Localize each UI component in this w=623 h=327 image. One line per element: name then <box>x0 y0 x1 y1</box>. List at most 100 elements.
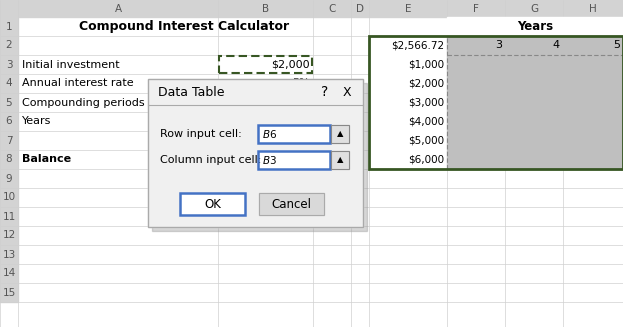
Text: 2: 2 <box>6 41 12 50</box>
Bar <box>259 193 324 215</box>
Bar <box>0 36 18 55</box>
Bar <box>0 17 18 36</box>
Text: 1: 1 <box>6 22 12 31</box>
Bar <box>369 74 447 93</box>
Bar <box>369 150 447 169</box>
Text: $6,000: $6,000 <box>408 154 444 164</box>
Bar <box>180 193 245 215</box>
Bar <box>369 112 447 131</box>
Bar <box>258 125 330 143</box>
Bar <box>369 36 447 55</box>
Bar <box>219 113 312 130</box>
Bar <box>505 36 563 55</box>
Text: $3,000: $3,000 <box>408 97 444 108</box>
Text: 10: 10 <box>2 193 16 202</box>
Bar <box>0 150 18 169</box>
Bar <box>0 207 18 226</box>
Text: 6: 6 <box>6 116 12 127</box>
Bar <box>331 125 349 143</box>
Text: Balance: Balance <box>22 154 71 164</box>
Bar <box>0 169 18 188</box>
Bar <box>447 36 505 55</box>
Text: Cancel: Cancel <box>272 198 312 211</box>
Text: Compound Interest Calculator: Compound Interest Calculator <box>80 20 290 33</box>
Text: ▲: ▲ <box>337 156 343 164</box>
Bar <box>0 0 623 17</box>
Bar <box>447 150 623 169</box>
Bar <box>258 125 330 143</box>
Text: 3: 3 <box>6 60 12 70</box>
Bar <box>369 55 447 74</box>
Bar <box>369 93 447 112</box>
Text: 7: 7 <box>6 135 12 146</box>
Text: Row input cell:: Row input cell: <box>160 129 242 139</box>
Text: ▲: ▲ <box>337 129 343 139</box>
Text: 5: 5 <box>303 116 310 127</box>
Bar <box>258 151 330 169</box>
Text: F: F <box>473 4 479 13</box>
Text: Data Table: Data Table <box>158 85 224 98</box>
Text: X: X <box>343 85 351 98</box>
Text: B: B <box>262 4 269 13</box>
Text: A: A <box>115 4 121 13</box>
Text: 13: 13 <box>2 250 16 260</box>
Text: 12: 12 <box>2 231 16 240</box>
Text: OK: OK <box>204 198 221 211</box>
Bar <box>447 74 623 93</box>
Text: $4,000: $4,000 <box>408 116 444 127</box>
Bar <box>0 283 18 302</box>
Bar <box>0 226 18 245</box>
Text: ?: ? <box>321 85 328 99</box>
Text: $2,566.72: $2,566.72 <box>254 154 310 164</box>
Bar <box>0 74 18 93</box>
Bar <box>447 55 623 74</box>
Text: $2,566.72: $2,566.72 <box>391 41 444 50</box>
Text: Column input cell:: Column input cell: <box>160 155 262 165</box>
Text: E: E <box>405 4 411 13</box>
Bar <box>331 151 349 169</box>
Bar <box>0 55 18 74</box>
Text: Years: Years <box>22 116 51 127</box>
Text: 9: 9 <box>6 174 12 183</box>
Text: 4: 4 <box>6 78 12 89</box>
Bar <box>148 79 363 227</box>
Text: 5: 5 <box>613 41 620 50</box>
Bar <box>0 131 18 150</box>
Bar <box>331 125 349 143</box>
Text: 4: 4 <box>553 41 560 50</box>
Bar <box>180 193 245 215</box>
Bar <box>369 36 623 169</box>
Bar <box>0 112 18 131</box>
Bar <box>148 79 363 227</box>
Bar <box>0 245 18 264</box>
Text: $B$3: $B$3 <box>262 154 277 166</box>
Bar <box>219 56 312 73</box>
Bar <box>152 83 367 231</box>
Text: 5%: 5% <box>292 78 310 89</box>
Text: D: D <box>356 4 364 13</box>
Text: C: C <box>328 4 336 13</box>
Text: $B$6: $B$6 <box>262 128 277 140</box>
Bar <box>0 264 18 283</box>
Bar <box>218 150 313 169</box>
Bar <box>218 150 313 169</box>
Text: Years: Years <box>517 20 553 33</box>
Text: G: G <box>530 4 538 13</box>
Text: Annual interest rate: Annual interest rate <box>22 78 133 89</box>
Bar <box>447 131 623 150</box>
Text: 11: 11 <box>2 212 16 221</box>
Bar <box>369 131 447 150</box>
Bar <box>447 93 623 112</box>
Bar <box>563 36 623 55</box>
Bar <box>258 151 330 169</box>
Bar <box>259 193 324 215</box>
Text: H: H <box>589 4 597 13</box>
Bar <box>0 188 18 207</box>
Bar <box>0 93 18 112</box>
Text: 8: 8 <box>6 154 12 164</box>
Bar <box>447 17 623 36</box>
Text: $2,000: $2,000 <box>408 78 444 89</box>
Text: $2,000: $2,000 <box>272 60 310 70</box>
Text: 3: 3 <box>495 41 502 50</box>
Text: 15: 15 <box>2 287 16 298</box>
